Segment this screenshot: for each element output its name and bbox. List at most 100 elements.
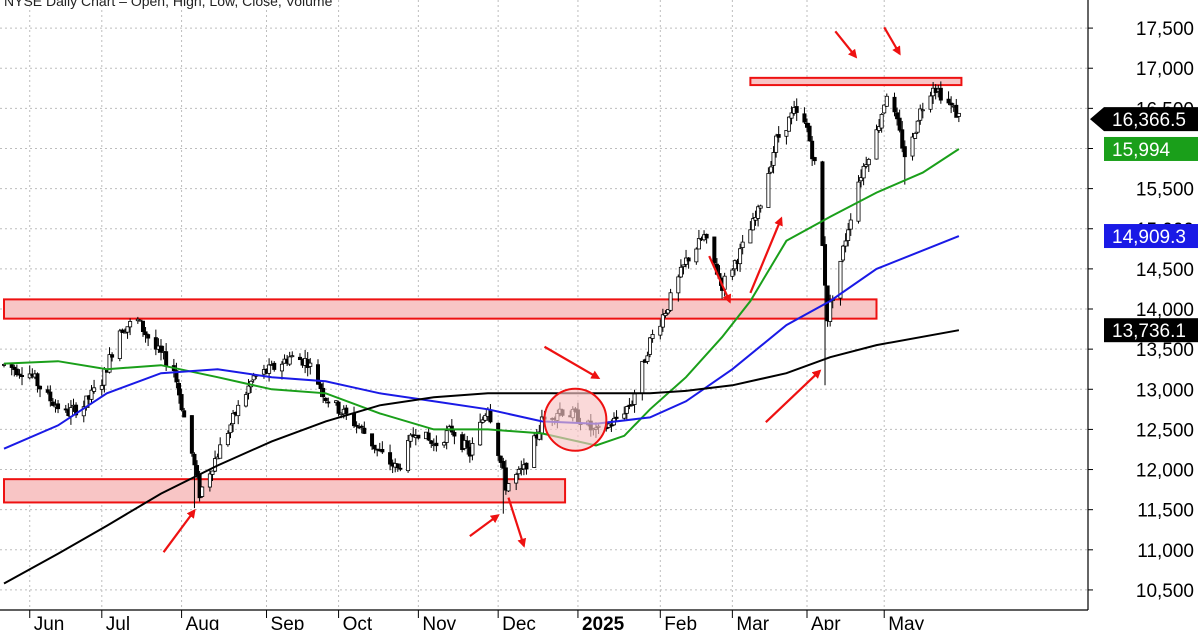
- candle: [629, 400, 634, 407]
- candle: [882, 104, 887, 115]
- moving-average-line-3: [3, 329, 960, 585]
- x-tick-label: Feb: [664, 614, 697, 630]
- arrow-aug-low: [162, 508, 196, 553]
- arrow-breakout: [543, 345, 601, 380]
- y-tick-label: 11,500: [1137, 501, 1194, 522]
- x-tick-label: Mar: [736, 614, 769, 630]
- candle: [503, 459, 508, 495]
- candle: [768, 161, 773, 175]
- candle: [308, 358, 313, 375]
- candle: [68, 400, 73, 425]
- candle: [12, 364, 17, 377]
- candle: [866, 157, 871, 173]
- candle: [17, 369, 22, 379]
- candle: [949, 96, 954, 114]
- candle: [45, 385, 50, 395]
- candle: [750, 212, 755, 231]
- candle: [143, 327, 148, 343]
- support-zone-lower: [3, 478, 567, 504]
- candle: [287, 351, 292, 367]
- resistance-zone-top: [749, 76, 963, 87]
- candle: [56, 399, 61, 414]
- candle: [753, 210, 758, 226]
- candle: [704, 233, 709, 244]
- candle: [660, 308, 665, 332]
- candle: [99, 379, 104, 396]
- candle: [776, 126, 781, 143]
- candle: [395, 463, 400, 472]
- y-tick-label: 12,000: [1136, 461, 1194, 482]
- support-zone-upper: [3, 298, 878, 320]
- candle: [14, 364, 19, 377]
- y-tick-label: 14,500: [1136, 260, 1194, 281]
- arrow-top-2: [883, 26, 901, 56]
- candle: [501, 457, 506, 514]
- candle: [92, 379, 97, 394]
- candle: [179, 388, 184, 412]
- candle: [877, 119, 882, 133]
- candle: [681, 264, 686, 275]
- candle: [362, 421, 367, 435]
- candle: [841, 244, 846, 263]
- candle: [786, 116, 791, 132]
- candle: [933, 84, 938, 100]
- candle: [794, 98, 799, 121]
- candle: [158, 339, 163, 361]
- candle: [771, 146, 776, 174]
- candle: [648, 336, 653, 358]
- candle: [246, 379, 251, 400]
- candle: [279, 361, 284, 380]
- candle: [650, 329, 655, 343]
- candle: [380, 441, 385, 454]
- candle: [9, 363, 14, 376]
- candle: [177, 379, 182, 404]
- candle: [524, 462, 529, 475]
- candle: [89, 385, 94, 404]
- candle: [225, 430, 230, 447]
- candle: [823, 236, 828, 386]
- candle: [243, 391, 248, 408]
- candle: [696, 229, 701, 250]
- candle: [470, 437, 475, 461]
- candle: [388, 444, 393, 471]
- candle: [359, 424, 364, 434]
- candle: [694, 247, 699, 265]
- y-tick-label: 12,500: [1136, 420, 1194, 441]
- candle: [766, 167, 771, 208]
- candle: [810, 136, 815, 166]
- candle: [915, 120, 920, 135]
- candle: [843, 233, 848, 253]
- candle: [861, 163, 866, 186]
- candle: [48, 385, 53, 407]
- candle: [902, 140, 907, 185]
- candle: [897, 109, 902, 133]
- candle: [838, 260, 843, 306]
- candle: [174, 362, 179, 389]
- candle: [50, 398, 55, 407]
- candle: [676, 274, 681, 302]
- candle: [496, 422, 501, 461]
- arrow-nov-low: [469, 514, 500, 538]
- y-tick-label: 14,000: [1136, 300, 1194, 321]
- candle: [859, 169, 864, 188]
- candle: [884, 93, 889, 107]
- candle: [624, 405, 629, 421]
- candle: [213, 450, 218, 473]
- candle: [848, 213, 853, 236]
- candle: [514, 472, 519, 491]
- candle: [352, 406, 357, 428]
- candle: [938, 81, 943, 104]
- candle: [398, 463, 403, 472]
- y-tick-label: 13,000: [1136, 380, 1194, 401]
- candle: [38, 385, 43, 398]
- candle: [189, 415, 194, 457]
- arrow-apr-up: [765, 369, 822, 423]
- candle: [892, 92, 897, 117]
- y-tick-label: 17,500: [1136, 19, 1194, 40]
- arrow-feb-down: [708, 255, 732, 304]
- candle: [20, 367, 25, 386]
- candle: [686, 257, 691, 269]
- y-tick-label: 15,500: [1136, 180, 1194, 201]
- price-label: 14,909.3: [1104, 224, 1198, 249]
